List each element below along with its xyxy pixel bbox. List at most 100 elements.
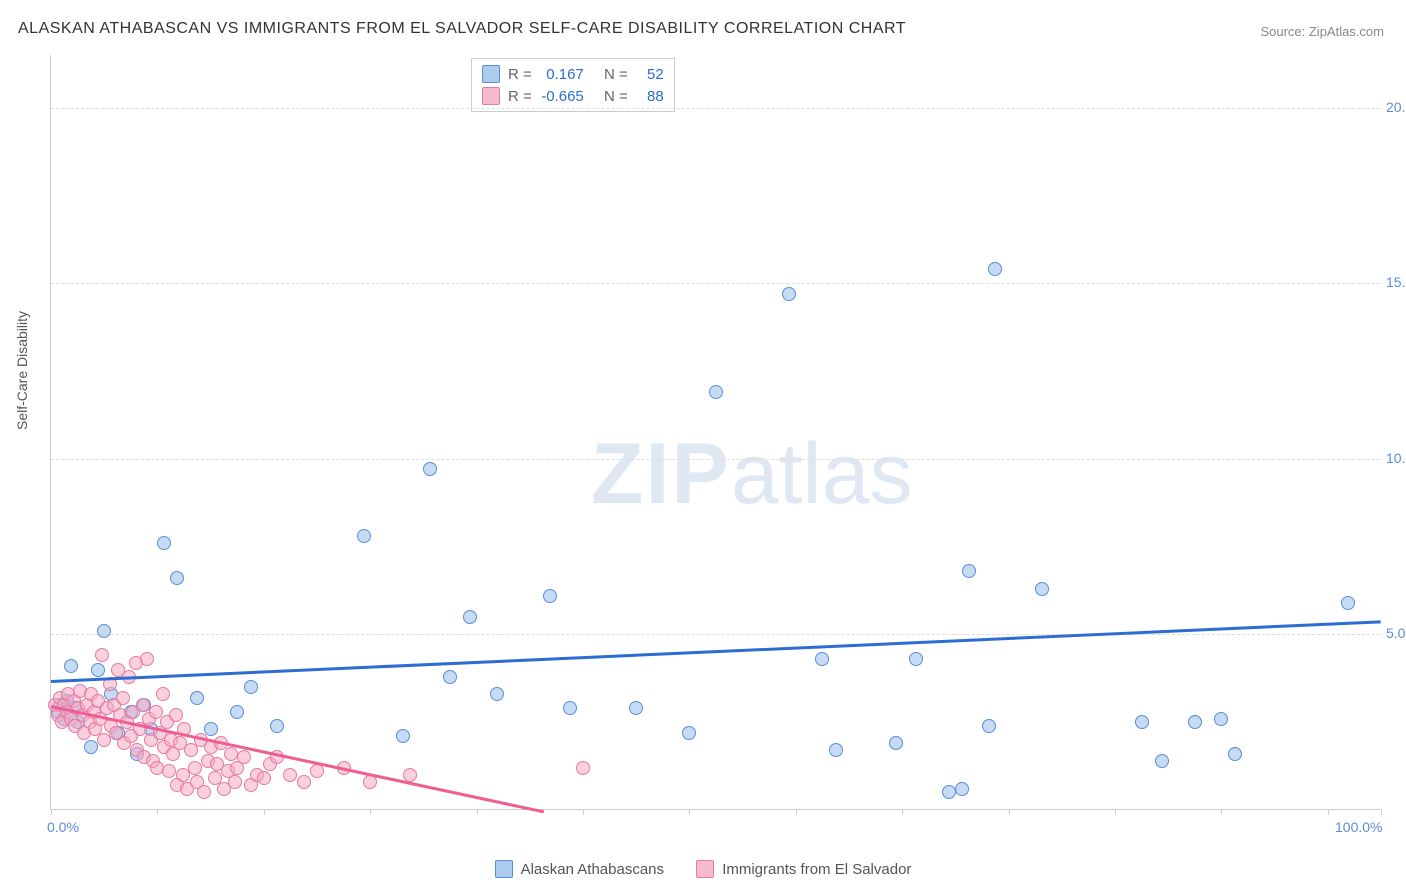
legend-item-elsalvador: Immigrants from El Salvador: [696, 860, 911, 878]
gridline: [51, 459, 1380, 460]
scatter-point-elsalvador: [237, 750, 251, 764]
scatter-point-alaskan: [64, 659, 78, 673]
gridline: [51, 108, 1380, 109]
stats-row-elsalvador: R = -0.665 N = 88: [482, 85, 664, 107]
scatter-point-alaskan: [357, 529, 371, 543]
scatter-point-elsalvador: [297, 775, 311, 789]
watermark-atlas: atlas: [731, 426, 913, 522]
source-prefix: Source:: [1260, 24, 1308, 39]
scatter-point-elsalvador: [184, 743, 198, 757]
scatter-point-elsalvador: [576, 761, 590, 775]
x-tick: [902, 809, 903, 815]
gridline: [51, 283, 1380, 284]
scatter-point-alaskan: [1035, 582, 1049, 596]
scatter-point-alaskan: [982, 719, 996, 733]
legend-item-alaskan: Alaskan Athabascans: [495, 860, 664, 878]
chart-title: ALASKAN ATHABASCAN VS IMMIGRANTS FROM EL…: [18, 20, 906, 38]
watermark-zip: ZIP: [591, 426, 731, 522]
source-link[interactable]: ZipAtlas.com: [1309, 24, 1384, 39]
scatter-point-elsalvador: [156, 687, 170, 701]
scatter-point-elsalvador: [95, 648, 109, 662]
source-attribution: Source: ZipAtlas.com: [1260, 24, 1384, 39]
stats-row-alaskan: R = 0.167 N = 52: [482, 63, 664, 85]
scatter-point-alaskan: [190, 691, 204, 705]
scatter-point-alaskan: [490, 687, 504, 701]
x-tick: [477, 809, 478, 815]
scatter-point-elsalvador: [136, 698, 150, 712]
scatter-point-alaskan: [988, 262, 1002, 276]
scatter-point-alaskan: [443, 670, 457, 684]
regression-line-elsalvador: [51, 705, 544, 813]
stats-legend-box: R = 0.167 N = 52 R = -0.665 N = 88: [471, 58, 675, 112]
scatter-point-alaskan: [1341, 596, 1355, 610]
scatter-point-alaskan: [91, 663, 105, 677]
scatter-point-elsalvador: [283, 768, 297, 782]
stat-r-label: R =: [508, 66, 532, 83]
stat-r-label: R =: [508, 88, 532, 105]
scatter-point-alaskan: [962, 564, 976, 578]
scatter-point-alaskan: [682, 726, 696, 740]
x-tick: [51, 809, 52, 815]
x-tick: [264, 809, 265, 815]
x-tick: [1328, 809, 1329, 815]
scatter-point-alaskan: [423, 462, 437, 476]
scatter-point-alaskan: [889, 736, 903, 750]
swatch-pink-icon: [482, 87, 500, 105]
scatter-point-alaskan: [84, 740, 98, 754]
scatter-point-alaskan: [1228, 747, 1242, 761]
scatter-point-elsalvador: [162, 764, 176, 778]
stat-r-value-elsalvador: -0.665: [540, 88, 584, 105]
legend-label-elsalvador: Immigrants from El Salvador: [722, 861, 911, 878]
stat-n-label: N =: [604, 66, 628, 83]
scatter-point-alaskan: [1188, 715, 1202, 729]
scatter-point-alaskan: [709, 385, 723, 399]
scatter-point-alaskan: [244, 680, 258, 694]
scatter-point-alaskan: [157, 536, 171, 550]
regression-line-alaskan: [51, 620, 1381, 682]
scatter-point-alaskan: [396, 729, 410, 743]
scatter-point-elsalvador: [169, 708, 183, 722]
x-tick-label: 0.0%: [47, 819, 79, 835]
x-tick: [1221, 809, 1222, 815]
scatter-point-alaskan: [955, 782, 969, 796]
scatter-point-alaskan: [815, 652, 829, 666]
scatter-point-alaskan: [942, 785, 956, 799]
y-tick-label: 10.0%: [1386, 450, 1406, 466]
x-tick: [689, 809, 690, 815]
scatter-point-alaskan: [563, 701, 577, 715]
scatter-point-elsalvador: [224, 747, 238, 761]
scatter-point-elsalvador: [228, 775, 242, 789]
scatter-point-alaskan: [543, 589, 557, 603]
stat-r-value-alaskan: 0.167: [540, 66, 584, 83]
x-tick: [370, 809, 371, 815]
scatter-point-elsalvador: [310, 764, 324, 778]
scatter-point-alaskan: [1135, 715, 1149, 729]
swatch-pink-icon: [696, 860, 714, 878]
x-tick: [583, 809, 584, 815]
watermark: ZIPatlas: [591, 425, 912, 524]
scatter-point-elsalvador: [116, 691, 130, 705]
x-tick: [1009, 809, 1010, 815]
x-tick: [1381, 809, 1382, 815]
y-tick-label: 20.0%: [1386, 99, 1406, 115]
scatter-point-alaskan: [97, 624, 111, 638]
scatter-point-alaskan: [829, 743, 843, 757]
stat-n-value-elsalvador: 88: [636, 88, 664, 105]
scatter-point-alaskan: [170, 571, 184, 585]
stat-n-value-alaskan: 52: [636, 66, 664, 83]
legend-label-alaskan: Alaskan Athabascans: [521, 861, 664, 878]
plot-area: ZIPatlas R = 0.167 N = 52 R = -0.665 N =…: [50, 55, 1380, 810]
scatter-point-alaskan: [270, 719, 284, 733]
stat-n-label: N =: [604, 88, 628, 105]
swatch-blue-icon: [495, 860, 513, 878]
x-tick-label: 100.0%: [1335, 819, 1382, 835]
swatch-blue-icon: [482, 65, 500, 83]
gridline: [51, 634, 1380, 635]
scatter-point-alaskan: [1214, 712, 1228, 726]
scatter-point-alaskan: [909, 652, 923, 666]
y-tick-label: 15.0%: [1386, 274, 1406, 290]
x-tick: [157, 809, 158, 815]
scatter-point-alaskan: [1155, 754, 1169, 768]
scatter-point-elsalvador: [140, 652, 154, 666]
scatter-point-elsalvador: [257, 771, 271, 785]
